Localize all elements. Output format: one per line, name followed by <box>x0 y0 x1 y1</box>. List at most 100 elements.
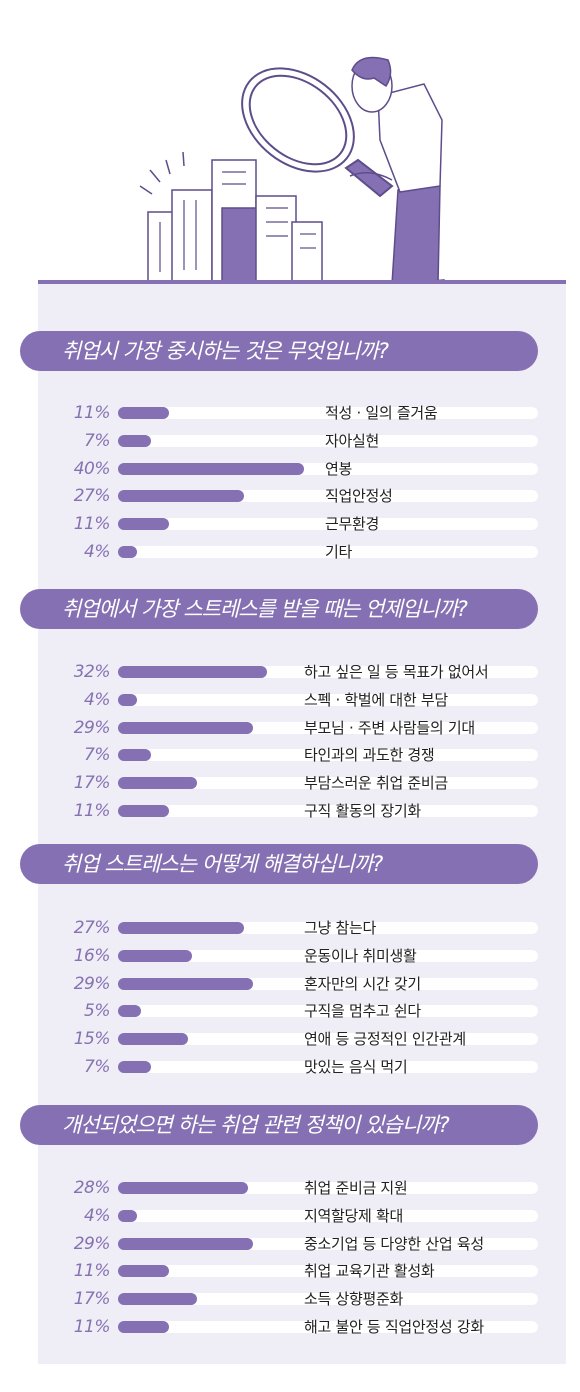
percent-label: 29% <box>73 1233 111 1254</box>
bar <box>118 1209 137 1222</box>
category-label: 취업 준비금 지원 <box>304 1179 408 1197</box>
bar-row: 29% 혼자만의 시간 갖기 <box>0 973 580 994</box>
bar-row: 28% 취업 준비금 지원 <box>0 1178 580 1198</box>
category-label: 직업안정성 <box>325 487 393 506</box>
bar <box>118 546 137 558</box>
bar-track <box>118 434 538 447</box>
bar-track <box>118 518 538 531</box>
category-label: 혼자만의 시간 갖기 <box>304 974 421 993</box>
percent-label: 4% <box>84 689 110 710</box>
bar <box>118 693 137 706</box>
bar <box>118 1182 249 1194</box>
bar-row: 17% 소득 상향평준화 <box>0 1289 580 1309</box>
bar <box>118 490 244 503</box>
magnifying-glass-icon <box>237 63 394 198</box>
bar-track <box>118 1061 538 1073</box>
category-label: 취업 교육기관 활성화 <box>304 1262 435 1281</box>
bar-row: 4% 스펙 · 학벌에 대한 부담 <box>0 689 580 710</box>
bar-row: 11% 구직 활동의 장기화 <box>0 801 580 821</box>
bar-row: 16% 운동이나 취미생활 <box>0 945 580 966</box>
bar <box>118 1033 188 1046</box>
percent-label: 4% <box>84 542 110 562</box>
bar-track <box>118 693 538 706</box>
bar <box>118 1321 170 1333</box>
category-label: 근무환경 <box>325 515 380 534</box>
question-title: 개선되었으면 하는 취업 관련 정책이 있습니까? <box>20 1105 538 1145</box>
question-title: 취업 스트레스는 어떻게 해결하십니까? <box>20 844 538 884</box>
category-label: 부담스러운 취업 준비금 <box>304 774 448 793</box>
bar-track <box>118 805 538 817</box>
bar <box>118 805 170 817</box>
percent-label: 5% <box>84 1001 110 1022</box>
category-label: 운동이나 취미생활 <box>304 946 417 965</box>
bar-row: 7% 맛있는 음식 먹기 <box>0 1057 580 1077</box>
percent-label: 7% <box>84 1057 110 1077</box>
bar-track <box>118 749 538 762</box>
bar-row: 29% 부모님 · 주변 사람들의 기대 <box>0 717 580 738</box>
bar-row: 11% 해고 불안 등 직업안정성 강화 <box>0 1317 580 1337</box>
percent-label: 29% <box>73 973 111 994</box>
category-label: 구직 활동의 장기화 <box>304 802 421 820</box>
bar-row: 32% 하고 싶은 일 등 목표가 없어서 <box>0 662 580 682</box>
city-buildings-icon <box>139 151 323 283</box>
bar-track <box>118 407 538 419</box>
job-search-illustration <box>139 56 445 291</box>
percent-label: 4% <box>84 1205 110 1226</box>
category-label: 하고 싶은 일 등 목표가 없어서 <box>304 663 489 681</box>
bar-track <box>118 777 538 790</box>
percent-label: 28% <box>73 1178 111 1198</box>
bar-row: 29% 중소기업 등 다양한 산업 육성 <box>0 1233 580 1254</box>
percent-label: 15% <box>73 1029 111 1050</box>
category-label: 구직을 멈추고 쉰다 <box>304 1002 421 1021</box>
bar <box>118 462 304 475</box>
category-label: 해고 불안 등 직업안정성 강화 <box>304 1318 484 1336</box>
bar <box>118 666 267 678</box>
bar-track <box>118 1265 538 1278</box>
bar-row: 7% 타인과의 과도한 경쟁 <box>0 745 580 766</box>
bar <box>118 434 151 447</box>
bar-row: 17% 부담스러운 취업 준비금 <box>0 773 580 794</box>
bar-track <box>118 546 538 558</box>
percent-label: 29% <box>73 717 111 738</box>
bar-row: 27% 직업안정성 <box>0 486 580 506</box>
percent-label: 27% <box>73 918 111 938</box>
bar <box>118 1237 253 1250</box>
category-label: 맛있는 음식 먹기 <box>304 1058 408 1076</box>
bar <box>118 407 170 419</box>
question-title: 취업시 가장 중시하는 것은 무엇입니까? <box>20 331 538 371</box>
percent-label: 11% <box>73 1261 111 1282</box>
bar <box>118 1061 151 1073</box>
bar-row: 4% 지역할당제 확대 <box>0 1205 580 1226</box>
bar <box>118 749 151 762</box>
category-label: 지역할당제 확대 <box>304 1206 403 1225</box>
percent-label: 7% <box>84 745 110 766</box>
bar <box>118 777 198 790</box>
category-label: 그냥 참는다 <box>304 919 376 937</box>
bar-track <box>118 1293 538 1306</box>
bar-track <box>118 1321 538 1333</box>
category-label: 적성 · 일의 즐거움 <box>325 404 438 422</box>
percent-label: 11% <box>73 801 111 821</box>
category-label: 기타 <box>325 543 353 561</box>
bar-row: 40% 연봉 <box>0 458 580 479</box>
percent-label: 17% <box>73 773 111 794</box>
bar <box>118 1265 170 1278</box>
bar-track <box>118 1005 538 1018</box>
bar <box>118 1005 142 1018</box>
percent-label: 11% <box>73 514 111 535</box>
category-label: 연봉 <box>325 459 353 478</box>
percent-label: 11% <box>73 403 111 423</box>
bar-track <box>118 1033 538 1046</box>
category-label: 연애 등 긍정적인 인간관계 <box>304 1030 466 1049</box>
percent-label: 7% <box>84 430 110 451</box>
category-label: 자아실현 <box>325 431 380 450</box>
bar-row: 5% 구직을 멈추고 쉰다 <box>0 1001 580 1022</box>
question-title: 취업에서 가장 스트레스를 받을 때는 언제입니까? <box>20 589 538 629</box>
percent-label: 16% <box>73 945 111 966</box>
percent-label: 40% <box>73 458 111 479</box>
percent-label: 11% <box>73 1317 111 1337</box>
bar-track <box>118 1209 538 1222</box>
percent-label: 32% <box>73 662 111 682</box>
bar-row: 4% 기타 <box>0 542 580 562</box>
bar <box>118 1293 198 1306</box>
